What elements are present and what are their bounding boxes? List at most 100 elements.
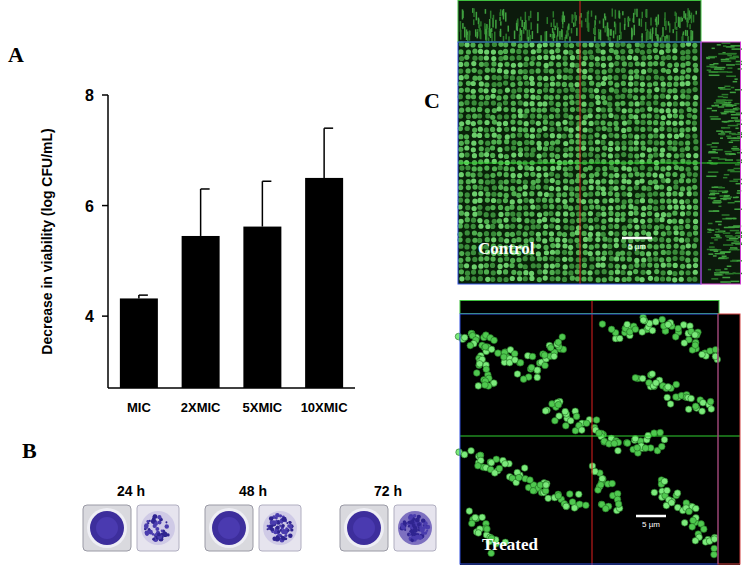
projection-texture (537, 24, 539, 34)
cell (647, 43, 652, 48)
cell (661, 178, 666, 183)
cell (581, 108, 586, 113)
stain-speck (420, 528, 425, 533)
cell (621, 115, 626, 120)
cell (570, 55, 575, 60)
cell (628, 218, 633, 223)
cell (498, 153, 503, 158)
stain-speck (281, 535, 284, 538)
projection-texture (516, 23, 518, 30)
cell (471, 172, 476, 177)
cell (542, 198, 547, 203)
cell (661, 68, 666, 73)
cell (562, 238, 567, 243)
cell (524, 81, 529, 86)
projection-texture (715, 231, 723, 233)
cell (614, 237, 619, 242)
cell (685, 61, 690, 66)
projection-texture (639, 18, 641, 25)
x-tick-label: 2XMIC (181, 400, 221, 415)
projection-texture (493, 15, 495, 20)
cell (615, 141, 620, 146)
cell (523, 49, 528, 54)
cell (537, 55, 542, 60)
cell (648, 134, 653, 139)
cell (563, 141, 568, 146)
y-tick-label: 8 (85, 87, 94, 104)
cell (563, 172, 568, 177)
cell (595, 56, 600, 61)
cell (620, 56, 625, 61)
cell (458, 114, 463, 119)
stain-speck (271, 531, 273, 533)
cell (563, 49, 568, 54)
cell (602, 243, 607, 248)
cell (484, 100, 489, 105)
cell (523, 113, 528, 118)
cell (667, 63, 672, 68)
cell (505, 88, 510, 93)
projection-texture (564, 16, 566, 23)
cell (504, 114, 509, 119)
stain-speck (286, 522, 288, 524)
cell (575, 178, 580, 183)
cell (569, 139, 574, 144)
projection-texture (599, 21, 601, 24)
stain-speck (409, 530, 412, 533)
cell (458, 160, 463, 165)
projection-texture (627, 18, 629, 22)
cell (549, 49, 554, 54)
cell (595, 237, 600, 242)
cell (491, 140, 496, 145)
projection-texture (733, 108, 737, 110)
cell (582, 160, 587, 165)
cell (503, 95, 508, 100)
cell (672, 211, 677, 216)
cell (678, 192, 683, 197)
cell (596, 82, 601, 87)
cell (614, 224, 619, 229)
cell (466, 185, 471, 190)
projection-texture (722, 256, 727, 257)
cell (621, 166, 626, 171)
projection-texture (727, 137, 736, 139)
projection-texture (711, 118, 721, 120)
projection-texture (690, 30, 692, 41)
cell (575, 205, 580, 210)
cell (477, 172, 482, 177)
stain-speck (281, 536, 286, 541)
projection-texture (487, 24, 489, 28)
projection-texture (530, 11, 532, 18)
cell (621, 179, 626, 184)
cell (503, 186, 508, 191)
projection-texture (524, 22, 526, 29)
cell (679, 141, 684, 146)
projection-texture (503, 11, 505, 16)
stain-speck (161, 529, 163, 531)
cell (459, 56, 464, 61)
cell (672, 121, 677, 126)
projection-texture (718, 87, 723, 89)
cell (497, 192, 502, 197)
cell (518, 113, 523, 118)
cell (680, 81, 685, 86)
projection-texture (724, 268, 727, 270)
cell (497, 134, 502, 139)
cell (609, 165, 614, 170)
projection-texture (728, 169, 734, 171)
cell (458, 147, 463, 152)
well-rim (398, 511, 432, 545)
cell (679, 166, 684, 171)
cell (622, 231, 627, 236)
cell (543, 146, 548, 151)
cell (504, 62, 509, 67)
cell (653, 100, 658, 105)
cell (490, 115, 495, 120)
cell (466, 49, 471, 54)
projection-texture (689, 24, 691, 29)
cell (510, 166, 515, 171)
cell (588, 237, 593, 242)
projection-texture (681, 36, 683, 41)
cell (581, 146, 586, 151)
cell (555, 218, 560, 223)
